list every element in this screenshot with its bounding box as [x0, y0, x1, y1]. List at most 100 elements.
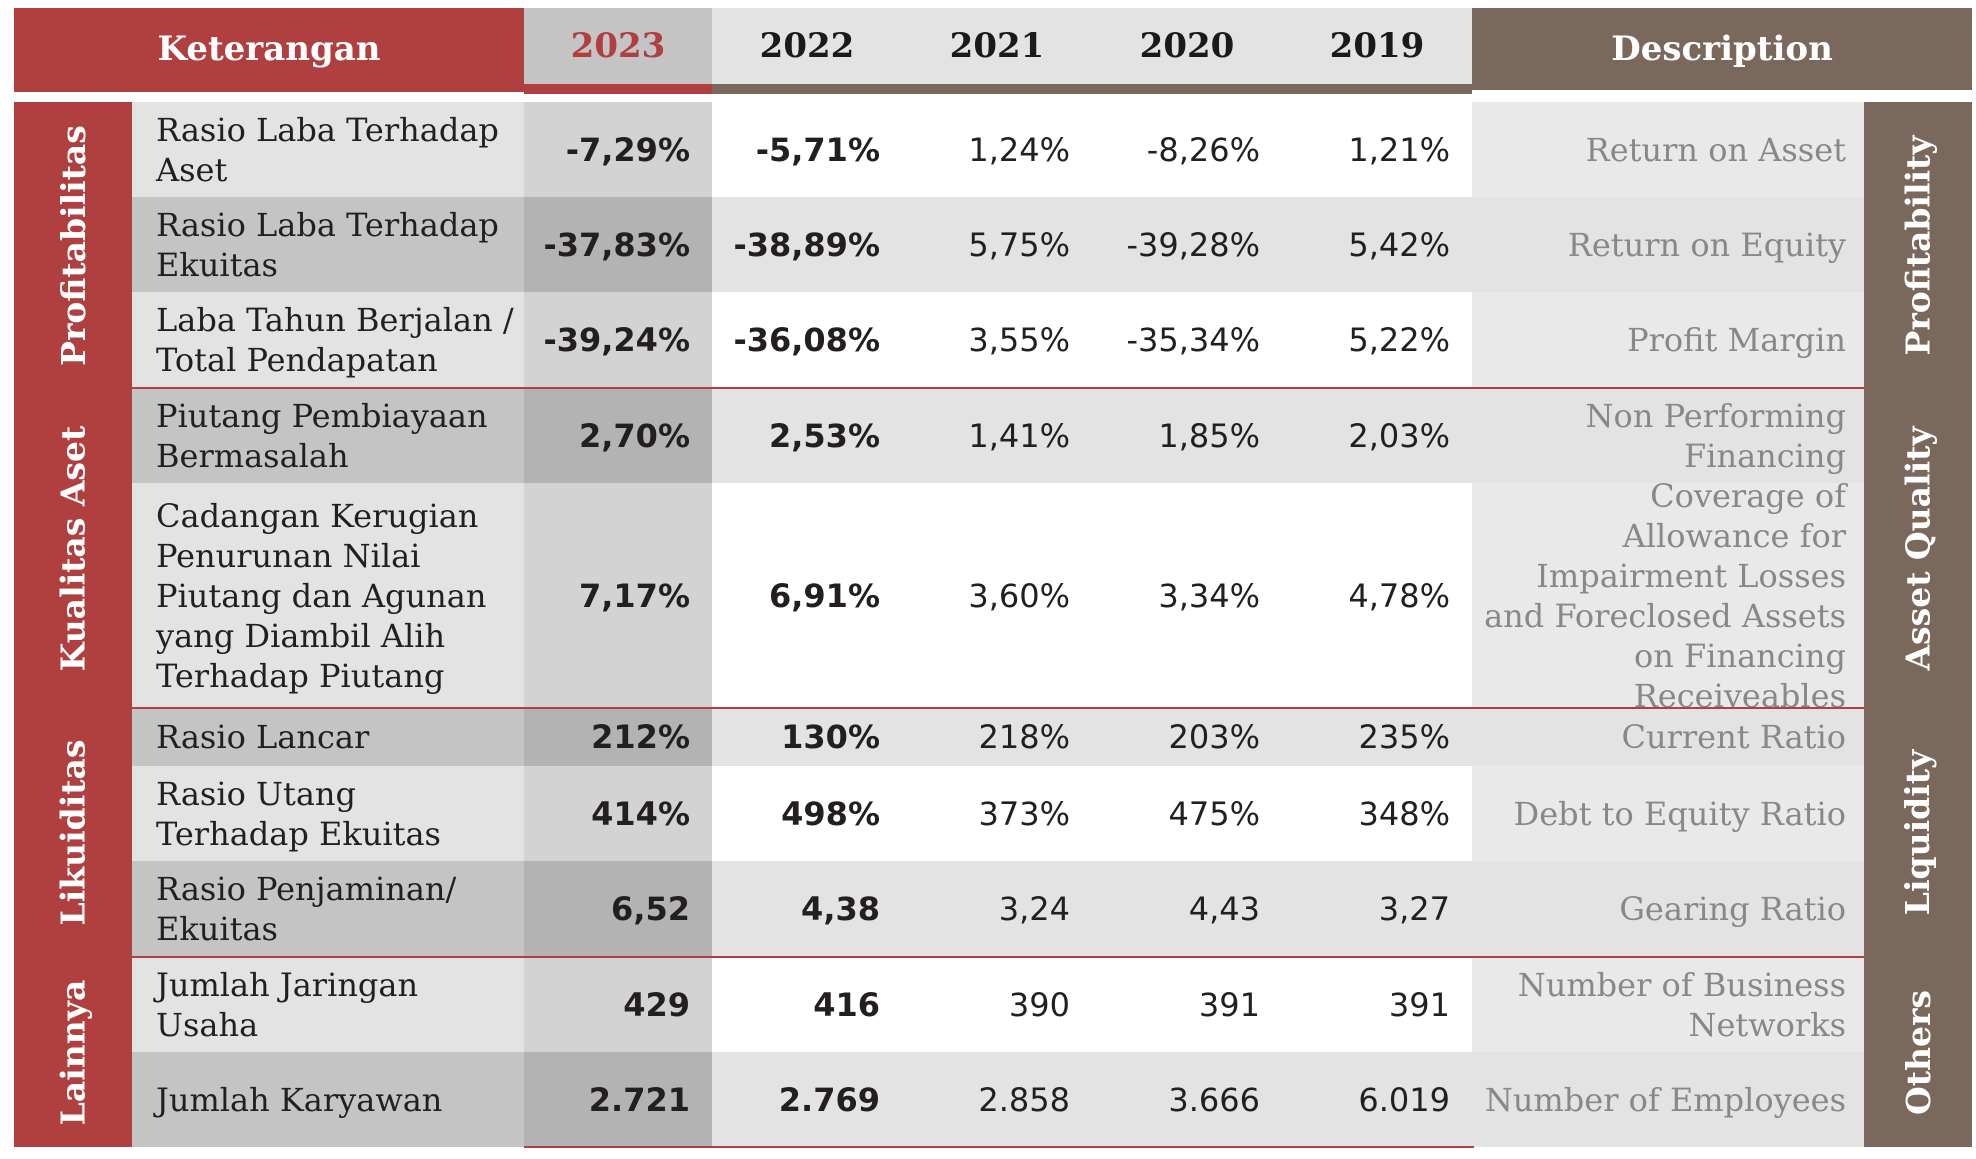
header-year-2019: 2019 [1282, 8, 1472, 84]
row-value-2023: 7,17% [524, 483, 712, 708]
group-separator [132, 387, 1864, 389]
row-value-2019: 348% [1282, 766, 1472, 861]
row-value-2023: 2.721 [524, 1052, 712, 1147]
row-value-2022: -36,08% [712, 292, 902, 388]
row-value-2019: 5,42% [1282, 197, 1472, 292]
row-value-2021: 2.858 [902, 1052, 1092, 1147]
group-label-left-text: Kualitas Aset [53, 425, 93, 671]
row-value-2021: 1,41% [902, 388, 1092, 483]
row-label: Rasio Penjaminan/ Ekuitas [132, 861, 524, 957]
group-separator [132, 707, 1864, 709]
row-value-2019: 5,22% [1282, 292, 1472, 388]
row-value-2022: 2,53% [712, 388, 902, 483]
row-description: Non Performing Financing [1472, 388, 1864, 483]
group-label-left: Kualitas Aset [14, 388, 132, 708]
row-value-2020: 203% [1092, 708, 1282, 766]
row-value-2023: -39,24% [524, 292, 712, 388]
group-label-left-text: Profitabilitas [53, 124, 93, 366]
row-value-2022: 2.769 [712, 1052, 902, 1147]
row-value-2021: 218% [902, 708, 1092, 766]
row-value-2019: 4,78% [1282, 483, 1472, 708]
row-value-2023: 6,52 [524, 861, 712, 957]
row-label: Jumlah Jaringan Usaha [132, 957, 524, 1052]
row-value-2023: 414% [524, 766, 712, 861]
row-description: Return on Equity [1472, 197, 1864, 292]
group-label-left: Likuiditas [14, 708, 132, 957]
group-label-right: Others [1864, 957, 1972, 1147]
row-value-2020: 4,43 [1092, 861, 1282, 957]
header-years-bar [712, 84, 1472, 94]
row-value-2020: -8,26% [1092, 102, 1282, 197]
group-label-left-text: Likuiditas [53, 739, 93, 926]
row-label: Cadangan Kerugian Penurunan Nilai Piutan… [132, 483, 524, 708]
group-label-left-text: Lainnya [53, 979, 93, 1125]
row-value-2021: 3,24 [902, 861, 1092, 957]
group-label-right-text: Asset Quality [1898, 425, 1938, 671]
group-label-right-text: Others [1898, 989, 1938, 1115]
row-value-2020: 3,34% [1092, 483, 1282, 708]
row-value-2022: -38,89% [712, 197, 902, 292]
row-value-2021: 373% [902, 766, 1092, 861]
row-value-2022: 4,38 [712, 861, 902, 957]
header-year-2022: 2022 [712, 8, 902, 84]
row-value-2020: 3.666 [1092, 1052, 1282, 1147]
row-label: Rasio Lancar [132, 708, 524, 766]
row-description: Gearing Ratio [1472, 861, 1864, 957]
header-description: Description [1472, 8, 1972, 90]
row-label: Rasio Laba Terhadap Aset [132, 102, 524, 197]
row-label: Piutang Pembiayaan Bermasalah [132, 388, 524, 483]
row-value-2019: 3,27 [1282, 861, 1472, 957]
group-label-right-text: Liquidity [1898, 749, 1938, 916]
row-value-2019: 391 [1282, 957, 1472, 1052]
row-label: Rasio Laba Terhadap Ekuitas [132, 197, 524, 292]
row-value-2023: 212% [524, 708, 712, 766]
row-value-2019: 2,03% [1282, 388, 1472, 483]
group-label-right-text: Profitability [1898, 135, 1938, 355]
row-value-2020: 475% [1092, 766, 1282, 861]
group-separator [132, 956, 1864, 958]
row-value-2023: -7,29% [524, 102, 712, 197]
group-label-right: Liquidity [1864, 708, 1972, 957]
row-description: Current Ratio [1472, 708, 1864, 766]
group-label-left: Profitabilitas [14, 102, 132, 388]
group-label-right: Profitability [1864, 102, 1972, 388]
table-bottom-line [524, 1146, 1474, 1148]
group-label-left: Lainnya [14, 957, 132, 1147]
row-value-2023: 2,70% [524, 388, 712, 483]
header-keterangan: Keterangan [14, 8, 524, 90]
row-value-2019: 235% [1282, 708, 1472, 766]
row-description: Coverage of Allowance for Impairment Los… [1472, 477, 1864, 715]
row-value-2023: -37,83% [524, 197, 712, 292]
header-year-2021: 2021 [902, 8, 1092, 84]
row-value-2021: 3,60% [902, 483, 1092, 708]
row-value-2022: -5,71% [712, 102, 902, 197]
row-label: Rasio Utang Terhadap Ekuitas [132, 766, 524, 861]
row-description: Number of Business Networks [1472, 957, 1864, 1052]
row-value-2020: -39,28% [1092, 197, 1282, 292]
row-description: Debt to Equity Ratio [1472, 766, 1864, 861]
row-label: Jumlah Karyawan [132, 1052, 524, 1147]
row-description: Number of Employees [1472, 1052, 1864, 1147]
row-value-2022: 416 [712, 957, 902, 1052]
header-keterangan-bar [14, 88, 524, 92]
row-value-2020: 391 [1092, 957, 1282, 1052]
row-value-2022: 6,91% [712, 483, 902, 708]
row-label: Laba Tahun Berjalan / Total Pendapatan [132, 292, 524, 388]
row-description: Return on Asset [1472, 102, 1864, 197]
row-value-2021: 390 [902, 957, 1092, 1052]
group-label-right: Asset Quality [1864, 388, 1972, 708]
row-value-2019: 1,21% [1282, 102, 1472, 197]
row-value-2021: 5,75% [902, 197, 1092, 292]
header-year-2020: 2020 [1092, 8, 1282, 84]
row-value-2022: 498% [712, 766, 902, 861]
row-value-2021: 3,55% [902, 292, 1092, 388]
row-value-2021: 1,24% [902, 102, 1092, 197]
header-year-2023: 2023 [524, 8, 712, 84]
row-description: Profit Margin [1472, 292, 1864, 388]
row-value-2019: 6.019 [1282, 1052, 1472, 1147]
row-value-2020: 1,85% [1092, 388, 1282, 483]
row-value-2023: 429 [524, 957, 712, 1052]
row-value-2022: 130% [712, 708, 902, 766]
row-value-2020: -35,34% [1092, 292, 1282, 388]
header-year-2023-bar [524, 84, 712, 94]
